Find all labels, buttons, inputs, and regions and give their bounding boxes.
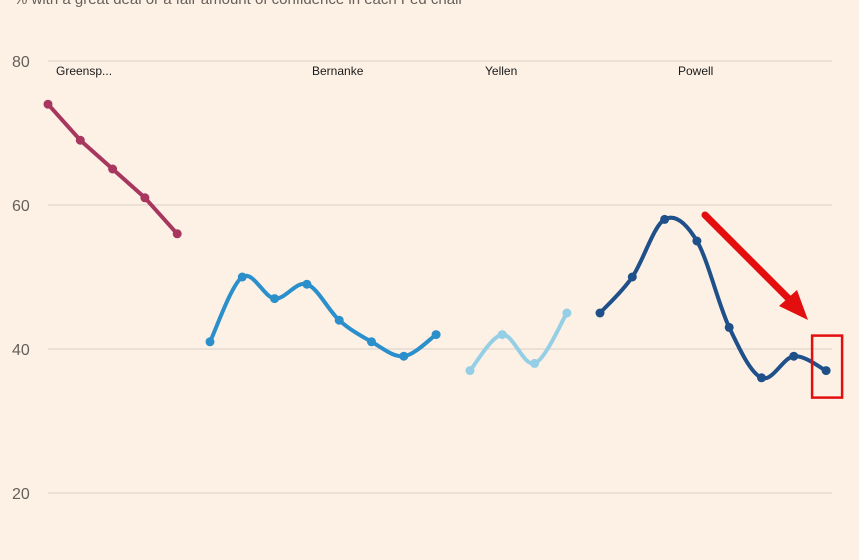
data-point-bernanke-2 [270,294,280,304]
series-line-yellen [468,311,569,373]
data-point-greensp-0 [43,99,53,109]
data-point-yellen-0 [465,366,475,376]
series-label-bernanke: Bernanke [312,64,364,78]
data-point-yellen-1 [497,330,507,340]
y-tick-label-20: 20 [12,486,30,503]
data-point-bernanke-3 [302,279,312,289]
data-point-yellen-3 [562,308,572,318]
series-label-powell: Powell [678,64,713,78]
data-point-bernanke-5 [367,337,376,347]
y-tick-label-40: 40 [12,342,30,359]
series-points [43,99,831,383]
series-label-greensp: Greensp... [56,64,112,78]
annotations [701,211,844,399]
gridlines [48,60,832,494]
data-point-bernanke-6 [399,351,409,361]
highlight-box [810,334,844,399]
data-point-bernanke-1 [237,272,247,282]
data-point-powell-5 [757,373,766,383]
series-line-bernanke [208,273,439,359]
data-point-powell-1 [627,272,637,282]
data-point-powell-2 [660,214,670,224]
data-point-bernanke-0 [205,337,215,347]
data-point-yellen-2 [530,358,540,368]
data-point-greensp-3 [140,193,150,203]
series-label-yellen: Yellen [485,64,517,78]
data-point-bernanke-4 [334,315,344,325]
data-point-powell-6 [789,351,799,361]
data-point-powell-0 [595,308,605,318]
y-axis-ticks: 20 40 60 80 [12,54,30,503]
data-point-powell-4 [724,322,734,332]
data-point-greensp-1 [75,135,85,145]
data-point-powell-3 [692,236,702,246]
data-point-greensp-4 [172,229,182,239]
data-point-bernanke-7 [431,330,441,340]
y-tick-label-80: 80 [12,54,30,71]
data-point-greensp-2 [108,164,118,174]
y-tick-label-60: 60 [12,198,30,215]
highlight-arrow-head [779,290,808,320]
chart-subtitle: % with a great deal or a fair amount of … [14,0,463,8]
chair-labels: Greensp... Bernanke Yellen Powell [56,64,713,78]
series-line-powell [598,215,829,381]
highlight-arrow-shaft [701,211,794,304]
data-point-powell-7 [821,366,831,376]
